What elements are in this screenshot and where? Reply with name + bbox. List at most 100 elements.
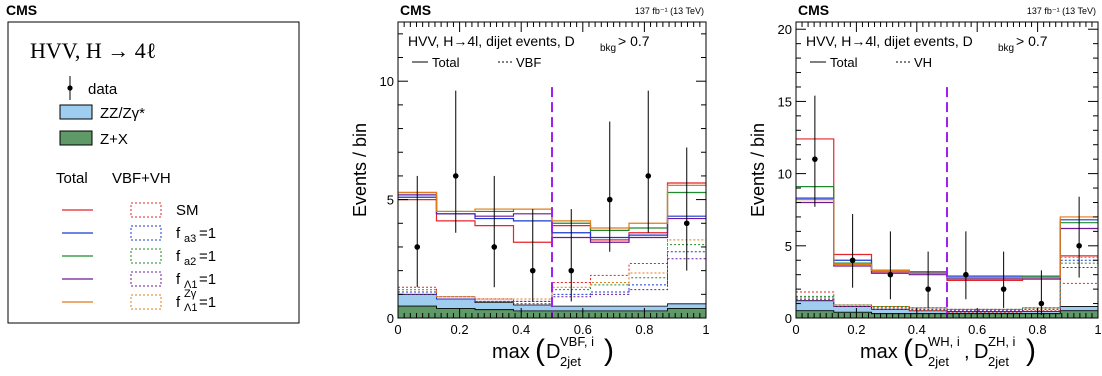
signal-histogram-4 xyxy=(796,256,1098,310)
total-histogram-4 xyxy=(398,184,706,229)
y-tick-label: 20 xyxy=(778,22,792,37)
x-tick-label: 0.4 xyxy=(908,322,926,337)
data-point xyxy=(963,271,969,278)
x-axis-paren-left: ( xyxy=(903,334,913,367)
data-point xyxy=(1076,243,1082,249)
legend-zx-swatch xyxy=(59,130,93,146)
legend-data-marker xyxy=(67,76,73,100)
x-tick-label: 0.8 xyxy=(1029,322,1047,337)
signal-histogram-3 xyxy=(796,266,1098,312)
legend-hypothesis-base: f xyxy=(176,225,181,242)
info-subscript: bkg xyxy=(600,43,616,54)
legend-data-label: data xyxy=(88,81,118,98)
y-tick-label: 0 xyxy=(785,311,792,326)
inner-legend-total-label: Total xyxy=(432,55,460,70)
x-tick-label: 0.6 xyxy=(968,322,986,337)
legend-panel: CMS HVV, H → 4ℓ data ZZ/Zγ* Z+X Total VB… xyxy=(6,2,300,324)
x-axis-label-sub2: 2jet xyxy=(988,354,1009,369)
legend-zx-label: Z+X xyxy=(100,131,128,148)
y-tick-label: 10 xyxy=(380,74,394,89)
legend-hypothesis-tail: =1 xyxy=(199,294,216,311)
x-axis-label-sub: 2jet xyxy=(928,354,949,369)
x-axis-label-d: D xyxy=(914,341,928,363)
data-point xyxy=(606,196,613,203)
x-axis-paren-right: ) xyxy=(604,334,614,367)
legend-hypothesis-tail: =1 xyxy=(199,248,216,265)
x-axis-label-sup: WH, i xyxy=(928,334,960,349)
panel-cms-label: CMS xyxy=(798,2,829,18)
legend-hypothesis-base: SM xyxy=(176,202,199,219)
data-point xyxy=(452,173,459,179)
x-axis-comma: , xyxy=(964,341,970,363)
data-point xyxy=(645,173,652,179)
legend-signal-swatch xyxy=(130,294,162,310)
x-axis-label-prefix: max xyxy=(860,341,898,363)
lumi-label: 137 fb⁻¹ (13 TeV) xyxy=(1027,6,1096,16)
data-point xyxy=(529,267,536,274)
x-tick-label: 0.4 xyxy=(512,322,530,337)
data-point xyxy=(491,244,498,250)
x-axis-label-sup2: ZH, i xyxy=(988,334,1016,349)
legend-hypothesis-base: f xyxy=(176,248,181,265)
legend-cms-label: CMS xyxy=(6,2,37,18)
info-tail: > 0.7 xyxy=(1016,33,1048,49)
legend-zz-label: ZZ/Zγ* xyxy=(100,105,145,122)
info-subscript: bkg xyxy=(998,43,1014,54)
legend-box xyxy=(7,21,300,324)
legend-hypothesis-sub: a2 xyxy=(184,256,196,268)
lumi-label: 137 fb⁻¹ (13 TeV) xyxy=(635,6,704,16)
info-text: HVV, H→4l, dijet events, D xyxy=(806,33,973,49)
x-tick-label: 1 xyxy=(1094,322,1101,337)
data-point xyxy=(414,244,421,250)
legend-hypothesis-sub: Λ1 xyxy=(184,279,197,291)
x-axis-label-d2: D xyxy=(974,341,988,363)
x-tick-label: 0 xyxy=(394,322,401,337)
legend-total-header: Total xyxy=(56,170,88,187)
y-tick-label: 10 xyxy=(778,167,792,182)
inner-legend-total-label: Total xyxy=(830,55,858,70)
y-tick-label: 5 xyxy=(387,193,394,208)
x-axis-label-sup: VBF, i xyxy=(560,334,594,349)
inner-legend-signal-label: VBF xyxy=(516,55,541,70)
legend-signal-swatch xyxy=(130,271,162,287)
x-axis-label-sub: 2jet xyxy=(560,354,581,369)
signal-histogram-3 xyxy=(398,258,706,305)
y-axis-label: Events / bin xyxy=(748,123,768,217)
data-point xyxy=(683,220,690,227)
legend-hypothesis-sub: Λ1 xyxy=(184,302,197,314)
info-text: HVV, H→4l, dijet events, D xyxy=(408,33,575,49)
legend-hypothesis-base: f xyxy=(176,294,181,311)
data-point xyxy=(812,156,818,162)
legend-zz-swatch xyxy=(59,104,93,120)
x-tick-label: 0.8 xyxy=(635,322,653,337)
x-axis-paren-left: ( xyxy=(535,334,545,367)
x-tick-label: 0.2 xyxy=(847,322,865,337)
legend-title: HVV, H → 4ℓ xyxy=(30,38,156,63)
legend-hypothesis-sup: Zγ xyxy=(184,288,197,300)
signal-histogram-4 xyxy=(398,239,706,300)
y-axis-label: Events / bin xyxy=(350,123,370,217)
x-tick-label: 1 xyxy=(702,322,709,337)
legend-hypothesis-tail: =1 xyxy=(199,271,216,288)
x-axis-label-d: D xyxy=(546,341,560,363)
panel-cms-label: CMS xyxy=(400,2,431,18)
x-tick-label: 0.2 xyxy=(451,322,469,337)
legend-hypothesis-base: f xyxy=(176,271,181,288)
x-tick-label: 0.6 xyxy=(574,322,592,337)
legend-vbfvh-header: VBF+VH xyxy=(112,170,171,187)
data-point xyxy=(849,257,856,264)
data-point xyxy=(1038,300,1045,307)
data-point xyxy=(887,271,894,278)
data-point xyxy=(925,286,931,292)
legend-hypothesis-sub: a3 xyxy=(184,233,196,245)
legend-signal-swatch xyxy=(130,225,162,241)
y-tick-label: 5 xyxy=(785,239,792,254)
data-point xyxy=(568,267,575,274)
y-tick-label: 0 xyxy=(387,311,394,326)
info-tail: > 0.7 xyxy=(618,33,650,49)
legend-hypothesis-tail: =1 xyxy=(199,225,216,242)
